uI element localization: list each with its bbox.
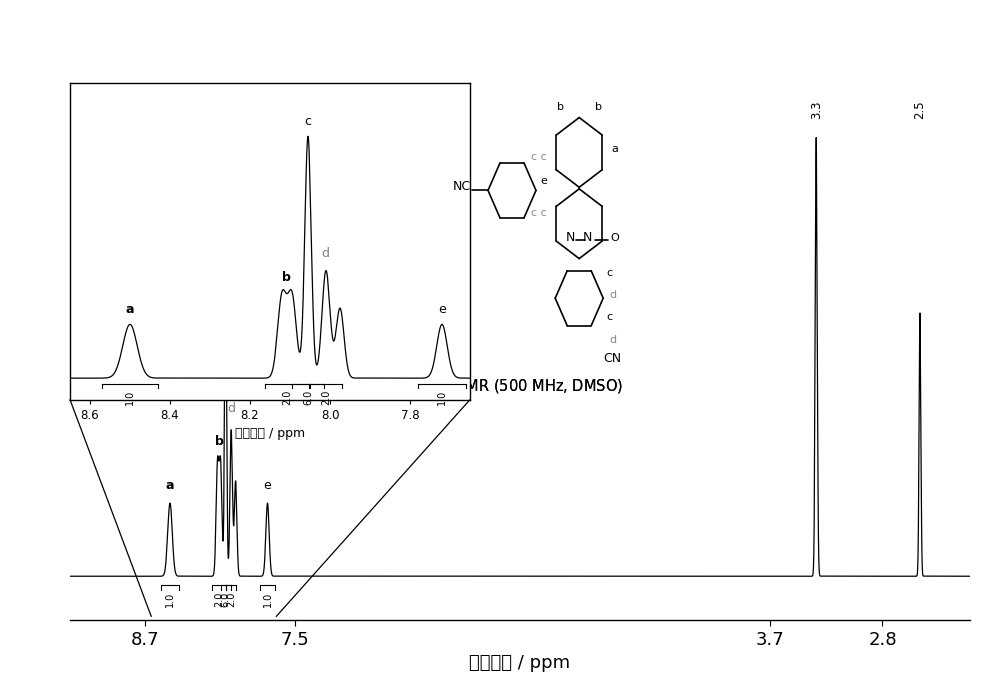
Text: 2.0: 2.0 (321, 390, 331, 405)
Text: e: e (540, 176, 547, 186)
Text: CN: CN (603, 351, 621, 364)
Text: 6.0: 6.0 (303, 390, 313, 405)
Text: c c: c c (531, 208, 547, 218)
Text: 1.0: 1.0 (125, 390, 135, 405)
Text: 2.0: 2.0 (282, 390, 292, 405)
Text: 8.1: 8.1 (212, 185, 222, 203)
Text: c: c (607, 268, 613, 278)
Text: 8.1: 8.1 (216, 185, 226, 203)
Text: c c: c c (531, 152, 547, 163)
Text: 1.0: 1.0 (437, 390, 447, 405)
X-axis label: 化学位移 / ppm: 化学位移 / ppm (469, 654, 571, 672)
Text: d: d (227, 402, 235, 415)
Text: 2.0: 2.0 (226, 592, 236, 607)
Text: 7.9: 7.9 (229, 185, 239, 203)
Text: b: b (595, 101, 602, 112)
Text: 6.0: 6.0 (221, 592, 231, 607)
Text: 1.0: 1.0 (262, 592, 272, 607)
Text: b: b (215, 435, 223, 449)
Text: e: e (438, 303, 446, 316)
Text: N: N (566, 231, 575, 244)
Text: 1.0: 1.0 (165, 592, 175, 607)
Text: d: d (609, 290, 616, 300)
X-axis label: 化学位移 / ppm: 化学位移 / ppm (235, 427, 305, 440)
Text: c: c (607, 312, 613, 322)
Text: 3.3: 3.3 (810, 101, 823, 119)
Text: 8.5: 8.5 (165, 185, 175, 203)
Text: d: d (609, 335, 616, 344)
Text: b: b (282, 271, 291, 284)
Text: c: c (304, 115, 312, 128)
Text: c: c (222, 223, 229, 236)
Text: 2.5: 2.5 (913, 101, 926, 119)
Text: NC: NC (453, 181, 471, 194)
Text: d: d (321, 247, 329, 260)
Text: $^{1}$H NMR (500 MHz, DMSO): $^{1}$H NMR (500 MHz, DMSO) (432, 376, 624, 396)
Text: O: O (610, 233, 619, 243)
Text: e: e (264, 479, 271, 492)
Text: 7.7: 7.7 (262, 185, 272, 203)
Text: 2.0: 2.0 (214, 592, 224, 607)
Text: a: a (126, 303, 134, 316)
Text: N: N (583, 231, 592, 244)
Text: a: a (166, 479, 174, 492)
Text: a: a (612, 145, 618, 154)
Text: 8.0: 8.0 (221, 185, 231, 203)
Text: $^{1}$H NMR (500 MHz, DMSO): $^{1}$H NMR (500 MHz, DMSO) (432, 376, 624, 396)
Text: b: b (556, 101, 564, 112)
